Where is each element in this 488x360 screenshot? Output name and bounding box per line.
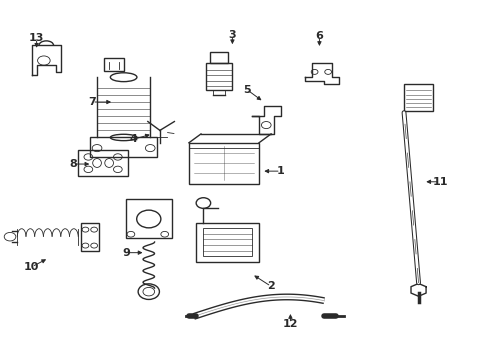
Text: 7: 7: [88, 97, 96, 107]
Bar: [209, 53, 227, 63]
Text: 2: 2: [266, 281, 274, 291]
Text: 4: 4: [129, 134, 137, 144]
Bar: [205, 63, 232, 90]
Bar: [188, 143, 259, 184]
Bar: [196, 222, 259, 261]
Text: 12: 12: [282, 319, 298, 329]
Text: 11: 11: [432, 177, 447, 187]
Text: 6: 6: [315, 31, 323, 41]
Bar: [81, 222, 99, 251]
Bar: [90, 138, 157, 157]
Text: 13: 13: [29, 33, 44, 43]
Text: 8: 8: [69, 159, 77, 169]
Bar: [78, 150, 128, 176]
Bar: [203, 228, 251, 256]
Bar: [403, 84, 432, 111]
Bar: [104, 58, 123, 71]
Text: 1: 1: [276, 166, 284, 176]
Text: 9: 9: [122, 248, 130, 258]
Text: 3: 3: [228, 30, 236, 40]
Text: 5: 5: [243, 85, 250, 95]
Bar: [126, 199, 172, 238]
Text: 10: 10: [24, 262, 40, 272]
